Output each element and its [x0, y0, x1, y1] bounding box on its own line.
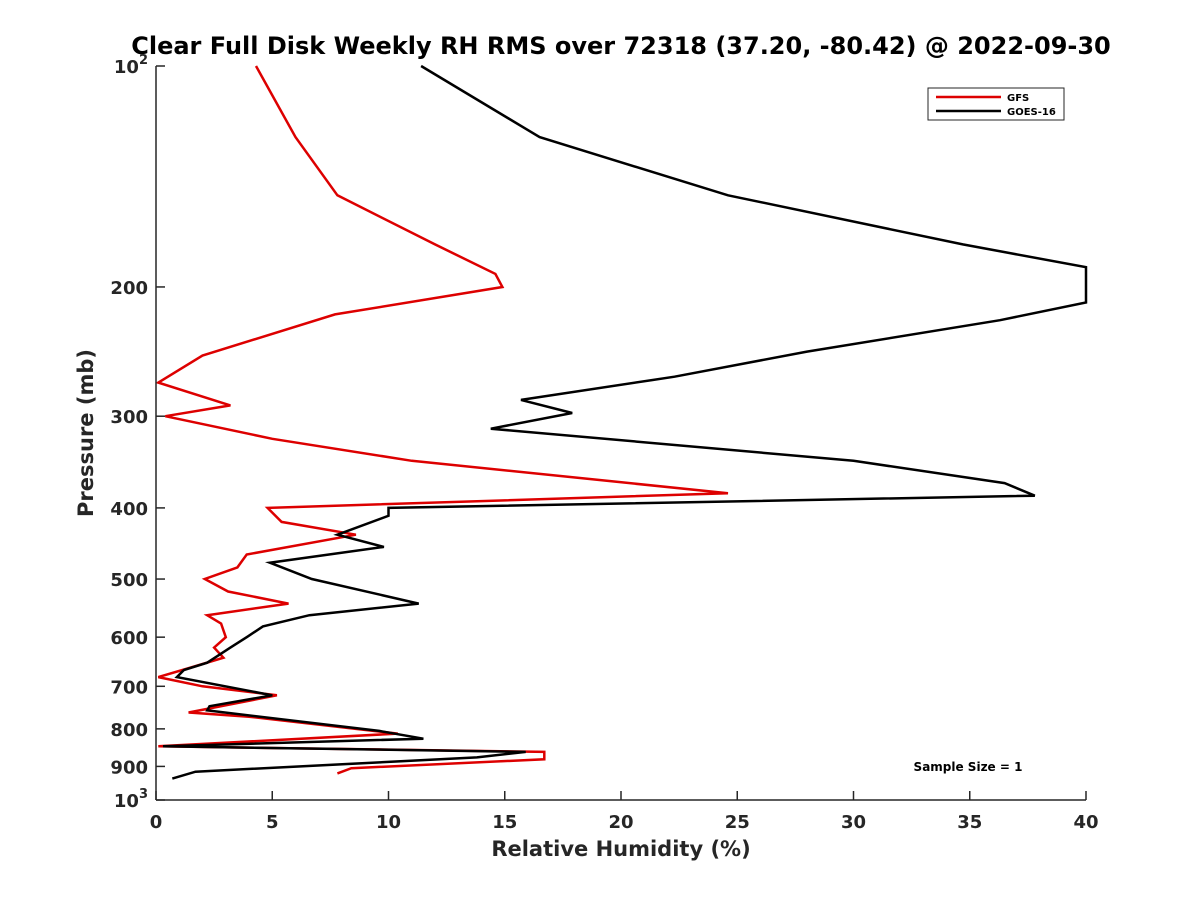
y-tick-label: 800	[110, 720, 148, 741]
legend: GFS GOES-16	[927, 87, 1065, 121]
y-tick-label: 300	[110, 407, 148, 428]
chart-title: Clear Full Disk Weekly RH RMS over 72318…	[131, 32, 1111, 60]
sample-size-annotation: Sample Size = 1	[914, 760, 1023, 774]
x-tick-label: 15	[492, 812, 517, 833]
y-axis-ticks: 102 200 300 400 500 600 700 800 900 103	[110, 53, 165, 812]
plot-lines	[155, 64, 1088, 780]
legend-label-gfs: GFS	[1007, 93, 1029, 104]
x-tick-label: 0	[150, 812, 163, 833]
series-line-goes-16	[162, 64, 1088, 780]
y-tick-label: 600	[110, 628, 148, 649]
x-tick-label: 40	[1073, 812, 1098, 833]
x-tick-label: 30	[841, 812, 866, 833]
y-tick-label: 400	[110, 499, 148, 520]
legend-box	[927, 87, 1065, 121]
y-axis-label: Pressure (mb)	[74, 349, 98, 517]
x-tick-label: 10	[376, 812, 401, 833]
series-line-gfs	[155, 65, 729, 775]
x-axis-label: Relative Humidity (%)	[491, 837, 750, 861]
y-tick-label: 900	[110, 757, 148, 778]
y-tick-label: 700	[110, 677, 148, 698]
axes-frame	[155, 66, 1086, 801]
y-tick-label: 500	[110, 570, 148, 591]
y-tick-label: 103	[114, 787, 148, 812]
x-axis-ticks: 0 5 10 15 20 25 30 35 40	[150, 791, 1099, 833]
x-tick-label: 20	[608, 812, 633, 833]
y-tick-label: 102	[114, 53, 148, 78]
y-tick-label: 200	[110, 278, 148, 299]
legend-label-goes16: GOES-16	[1007, 107, 1056, 118]
x-tick-label: 35	[957, 812, 982, 833]
x-tick-label: 25	[725, 812, 750, 833]
x-tick-label: 5	[266, 812, 279, 833]
